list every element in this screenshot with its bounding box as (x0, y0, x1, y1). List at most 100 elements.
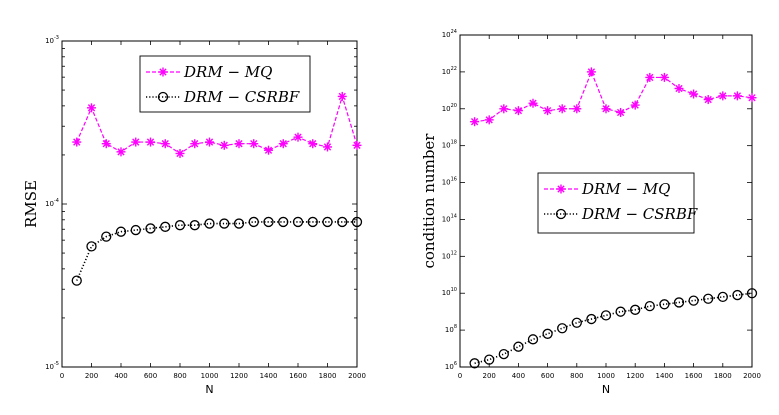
data-point (219, 218, 230, 229)
data-point (249, 139, 259, 149)
data-point (528, 98, 538, 108)
y-tick-label: 1018 (442, 140, 457, 150)
legend: DRM − MQ DRM − CSRBF (537, 172, 698, 234)
x-tick-label: 0 (60, 372, 64, 380)
data-point (717, 291, 728, 303)
data-point (351, 216, 363, 228)
x-tick-label: 1800 (319, 372, 337, 380)
x-tick-label: 200 (483, 372, 496, 380)
y-tick-label: 1012 (442, 250, 457, 260)
data-point (131, 137, 141, 147)
data-point (174, 220, 186, 231)
data-point (527, 334, 539, 345)
data-point (732, 289, 743, 301)
data-point (130, 224, 141, 236)
x-tick-label: 400 (512, 372, 525, 380)
data-point (513, 341, 524, 352)
data-point (498, 348, 509, 360)
x-tick-label: 1200 (230, 372, 248, 380)
data-point (586, 313, 597, 325)
data-point (543, 106, 553, 116)
data-point (263, 216, 274, 228)
y-tick-label: 108 (445, 324, 457, 334)
data-point (337, 91, 347, 101)
data-point (204, 218, 215, 229)
legend-marker-1 (158, 67, 168, 77)
data-point (101, 231, 112, 242)
data-point (205, 137, 214, 147)
data-point (615, 306, 626, 317)
data-point (630, 100, 640, 110)
x-tick-label: 1000 (201, 372, 219, 380)
data-point (219, 140, 229, 150)
x-tick-label: 1200 (626, 372, 644, 380)
legend-label-2: DRM − CSRBF (581, 205, 698, 223)
data-point (145, 223, 156, 234)
data-point (322, 216, 333, 228)
y-tick-label: 106 (445, 361, 457, 371)
x-tick-label: 1400 (260, 372, 278, 380)
x-tick-label: 1400 (655, 372, 673, 380)
data-point (674, 83, 684, 93)
x-tick-label: 200 (85, 372, 98, 380)
y-tick-label: 10-4 (45, 198, 59, 208)
y-tick-label: 10-5 (45, 361, 59, 371)
legend: DRM − MQ DRM − CSRBF (139, 55, 311, 113)
data-point (499, 104, 509, 114)
x-tick-label: 1600 (685, 372, 703, 380)
data-point (718, 91, 728, 101)
data-point (645, 72, 655, 82)
data-point (323, 142, 332, 152)
y-tick-label: 1022 (442, 66, 457, 76)
data-point (86, 241, 97, 252)
data-point (233, 218, 245, 229)
data-point (115, 226, 127, 237)
legend-box (139, 55, 311, 113)
data-point (278, 139, 288, 149)
data-point (513, 106, 523, 116)
legend-box (537, 172, 695, 234)
data-point (601, 104, 611, 114)
data-point (72, 137, 82, 147)
x-tick-label: 1600 (289, 372, 307, 380)
data-point (87, 103, 96, 113)
data-point (557, 323, 568, 334)
series-line-1 (76, 94, 358, 155)
legend-marker-2 (157, 91, 169, 103)
data-point (572, 104, 582, 114)
y-axis-label: condition number (420, 133, 438, 269)
x-tick-label: 400 (114, 372, 127, 380)
x-axis-label: N (602, 383, 610, 396)
data-point (600, 310, 612, 321)
data-point (484, 115, 494, 125)
data-point (470, 117, 480, 127)
data-point (189, 220, 200, 231)
chart-panel-1: 0 200 400 600 800 1000 1200 1400 1600 1800 2000 10-… (22, 35, 366, 396)
data-point (747, 93, 757, 103)
y-tick-label: 10-3 (45, 35, 59, 45)
data-point (659, 72, 669, 82)
y-tick-label: 1014 (442, 213, 457, 223)
data-point (234, 139, 244, 149)
data-point (278, 216, 289, 228)
x-tick-label: 600 (541, 372, 554, 380)
data-point (732, 91, 742, 101)
data-point (571, 317, 582, 328)
data-point (293, 132, 303, 142)
data-point (71, 275, 82, 286)
data-point (644, 300, 655, 312)
data-point (703, 293, 714, 304)
series-line-2 (76, 221, 357, 281)
data-point (160, 139, 170, 149)
x-tick-label: 0 (458, 372, 462, 380)
data-point (160, 221, 171, 232)
y-axis-label: RMSE (22, 180, 40, 228)
data-point (659, 299, 670, 310)
x-tick-label: 800 (173, 372, 186, 380)
chart-panel-2: 0 200 400 600 800 1000 1200 1400 1600 1800 2000 106… (420, 29, 761, 396)
data-point (673, 297, 685, 308)
y-tick-label: 1010 (442, 287, 457, 297)
data-point (352, 140, 362, 150)
data-point (586, 67, 596, 77)
